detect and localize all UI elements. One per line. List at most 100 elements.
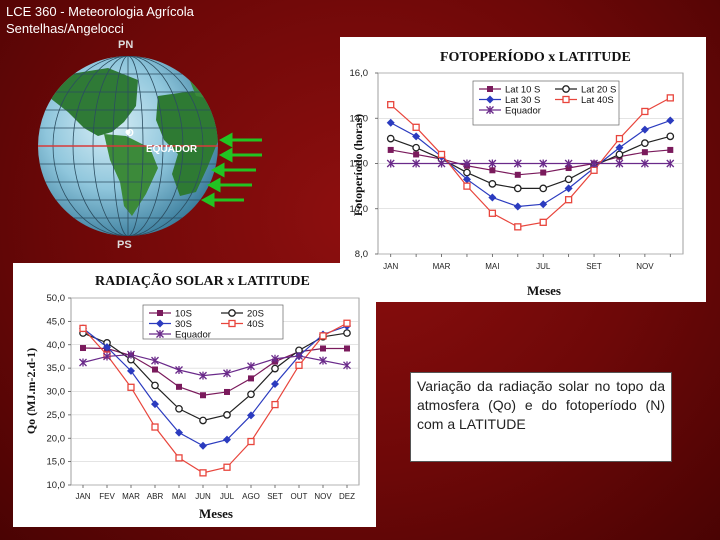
y-tick-label: 10,0: [47, 480, 66, 491]
photoperiod-chart-panel: FOTOPERÍODO x LATITUDE 8,0 10,0 12,0 14,0 16,…: [340, 37, 706, 302]
x-axis-label: Meses: [199, 506, 233, 521]
series-lat-30-s-point: [462, 175, 471, 184]
y-tick-label: 20,0: [47, 433, 66, 444]
series-equador-point: [590, 159, 599, 168]
series-equador-point: [615, 159, 624, 168]
y-tick-label: 25,0: [47, 410, 66, 421]
legend-lat-30-s-label: Lat 30 S: [505, 95, 540, 106]
series-equador-point: [513, 159, 522, 168]
series-lat-40s-point: [412, 123, 420, 131]
y-tick-label: 15,0: [47, 457, 66, 468]
series-30s-point: [127, 366, 135, 375]
x-tick-label: DEZ: [339, 492, 355, 501]
series-equador: [386, 159, 675, 168]
series-40s-point: [127, 383, 135, 391]
legend: Lat 10 S Lat 20 S Lat 30 S Lat 40S Equador: [472, 80, 620, 126]
series-20s-point: [271, 364, 279, 373]
globe-illustration: O EQUADOR PN PS: [28, 36, 230, 251]
series-lat-40s-point: [615, 134, 624, 143]
series-equador-point: [386, 159, 395, 168]
legend-equador-label: Equador: [175, 330, 211, 341]
series-equador-point: [488, 159, 497, 168]
center-label: O: [126, 128, 134, 139]
x-tick-label: SET: [267, 492, 283, 501]
series-30s-point: [223, 435, 231, 444]
series-30s-point: [247, 411, 255, 420]
series-40s-point: [271, 400, 279, 409]
series-20s-point: [223, 411, 231, 419]
x-tick-label: MAR: [433, 262, 451, 271]
series-equador-point: [151, 356, 159, 365]
series-20s-line: [82, 332, 348, 422]
equator-label: EQUADOR: [146, 144, 198, 155]
series-lat-10-s-point: [413, 151, 420, 158]
series-40s-point: [151, 423, 159, 431]
series-lat-20-s-point: [615, 150, 624, 159]
legend-30s-point: [156, 319, 164, 328]
series-lat-30-s-point: [412, 132, 421, 141]
chart-title: FOTOPERÍODO x LATITUDE: [440, 48, 631, 65]
series-lat-20-s-point: [641, 139, 649, 147]
y-axis-label: Qo (MJ.m-2.d-1): [24, 348, 38, 434]
series-40s-point: [343, 319, 351, 327]
legend-20s-label: 20S: [247, 309, 264, 320]
series-equador-point: [412, 159, 421, 168]
series-lat-30-s-point: [386, 118, 395, 127]
legend-lat-40s-point: [562, 95, 570, 104]
series-20s-point: [199, 416, 207, 425]
legend-lat-20-s-point: [562, 85, 570, 93]
series-equador-point: [223, 369, 231, 378]
x-tick-label: AGO: [242, 492, 260, 501]
series-lat-10-s-point: [540, 169, 547, 176]
x-tick-label: MAI: [485, 262, 499, 271]
series-lat-20-s-point: [488, 180, 497, 188]
series-lat-10-s-line: [390, 149, 671, 176]
series-20s-point: [343, 329, 351, 337]
legend-20s-point: [228, 309, 236, 317]
south-pole-label: PS: [117, 239, 132, 250]
legend-equador-label: Equador: [505, 106, 541, 117]
series-equador-point: [640, 159, 649, 168]
north-pole-label: PN: [118, 39, 133, 51]
series-lat-10-s-point: [565, 165, 572, 172]
series-lat-40s-point: [387, 101, 395, 109]
legend: 10S 20S 30S 40S Equador: [142, 304, 284, 341]
series-equador-point: [462, 159, 471, 168]
series-40s-point: [319, 332, 327, 340]
series-lat-30-s-point: [666, 116, 675, 125]
continents: [50, 68, 218, 216]
series-equador-point: [127, 350, 135, 359]
series-40s-line: [82, 322, 348, 474]
x-tick-label: JAN: [75, 492, 90, 501]
legend-lat-10-s-point: [487, 86, 493, 92]
caption-text: Variação da radiação solar no topo da at…: [417, 378, 665, 432]
series-30s: [79, 322, 351, 450]
legend-40s-point: [228, 319, 236, 328]
legend-30s-label: 30S: [175, 319, 192, 330]
ray-arrow: [218, 132, 262, 148]
series-30s-point: [103, 343, 111, 352]
series-10s-point: [320, 345, 326, 352]
series-lat-40s-point: [666, 94, 674, 102]
series-10s-point: [80, 345, 86, 352]
legend-40s-label: 40S: [247, 319, 264, 330]
series-equador-point: [539, 159, 548, 168]
series-equador-point: [666, 159, 675, 168]
series-lat-10-s-point: [489, 167, 496, 174]
legend-equador-point: [156, 330, 164, 338]
series-10s-point: [176, 383, 182, 390]
x-tick-label: JUL: [220, 492, 235, 501]
caption-box: Variação da radiação solar no topo da at…: [410, 372, 672, 462]
series-equador-point: [319, 356, 327, 365]
series-lat-10-s-point: [641, 149, 648, 156]
x-tick-label: OUT: [291, 492, 308, 501]
series-lat-30-s-point: [564, 184, 573, 193]
series-lat-20-s-point: [666, 132, 675, 141]
series-equador-point: [103, 352, 111, 361]
legend-equador-point: [486, 106, 494, 114]
series-10s-point: [224, 388, 230, 395]
y-tick-label: 45,0: [47, 316, 66, 327]
series-lat-10-s-point: [387, 146, 394, 153]
series-equador-point: [175, 365, 183, 374]
ray-arrow: [210, 162, 256, 178]
